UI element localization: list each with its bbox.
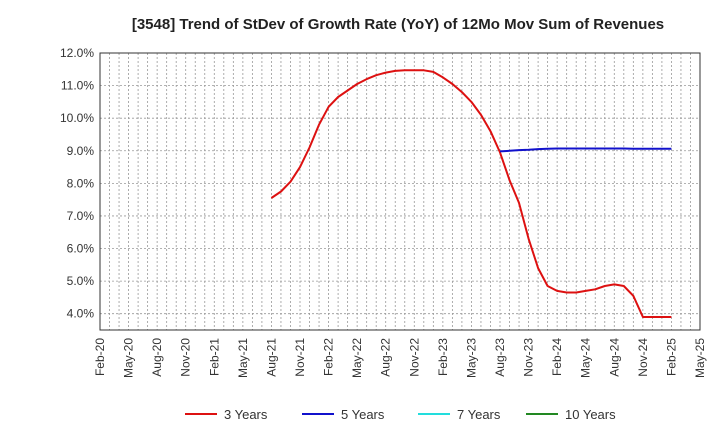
x-tick-label: Aug-24 [607, 338, 621, 377]
x-tick-label: Feb-21 [207, 338, 221, 376]
series-line-5-years [499, 147, 672, 153]
y-tick-label: 8.0% [67, 176, 95, 190]
x-axis: Feb-20 May-20 Aug-20 Nov-20 Feb-21 May-21 Aug-… [93, 338, 707, 378]
x-tick-label: Feb-25 [664, 338, 678, 376]
x-tick-label: Aug-21 [264, 338, 278, 377]
x-tick-label: May-21 [236, 338, 250, 378]
x-tick-label: May-23 [464, 338, 478, 378]
x-tick-label: Feb-22 [322, 338, 336, 376]
y-tick-label: 7.0% [67, 209, 95, 223]
x-tick-label: Nov-21 [293, 338, 307, 377]
y-tick-label: 4.0% [67, 307, 95, 321]
x-tick-label: Nov-22 [407, 338, 421, 377]
y-tick-label: 12.0% [60, 46, 94, 60]
series-line-3-years [270, 69, 672, 318]
x-tick-label: May-24 [579, 338, 593, 378]
legend-label: 10 Years [565, 407, 616, 422]
x-tick-label: Nov-20 [179, 338, 193, 377]
y-axis: 4.0% 5.0% 6.0% 7.0% 8.0% 9.0% 10.0% 11.0% 12.0% [60, 46, 94, 321]
series-layer [270, 69, 672, 318]
y-tick-label: 9.0% [67, 144, 95, 158]
x-tick-label: May-22 [350, 338, 364, 378]
y-tick-label: 5.0% [67, 274, 95, 288]
legend-label: 7 Years [457, 407, 501, 422]
x-tick-label: Aug-23 [493, 338, 507, 377]
chart-title: [3548] Trend of StDev of Growth Rate (Yo… [132, 16, 664, 33]
plot-frame [99, 52, 701, 331]
legend-label: 5 Years [341, 407, 385, 422]
x-tick-label: Feb-24 [550, 338, 564, 376]
x-tick-label: May-25 [693, 338, 707, 378]
y-tick-label: 11.0% [61, 79, 94, 93]
y-tick-label: 10.0% [60, 111, 94, 125]
x-tick-label: Nov-23 [522, 338, 536, 377]
x-tick-label: Aug-22 [379, 338, 393, 377]
x-tick-label: May-20 [122, 338, 136, 378]
x-tick-label: Feb-23 [436, 338, 450, 376]
x-tick-label: Aug-20 [150, 338, 164, 377]
legend-label: 3 Years [224, 407, 268, 422]
x-tick-label: Nov-24 [636, 338, 650, 377]
x-tick-label: Feb-20 [93, 338, 107, 376]
grid-layer [100, 52, 700, 330]
y-tick-label: 6.0% [67, 242, 95, 256]
legend: 3 Years 5 Years 7 Years 10 Years [185, 407, 616, 422]
